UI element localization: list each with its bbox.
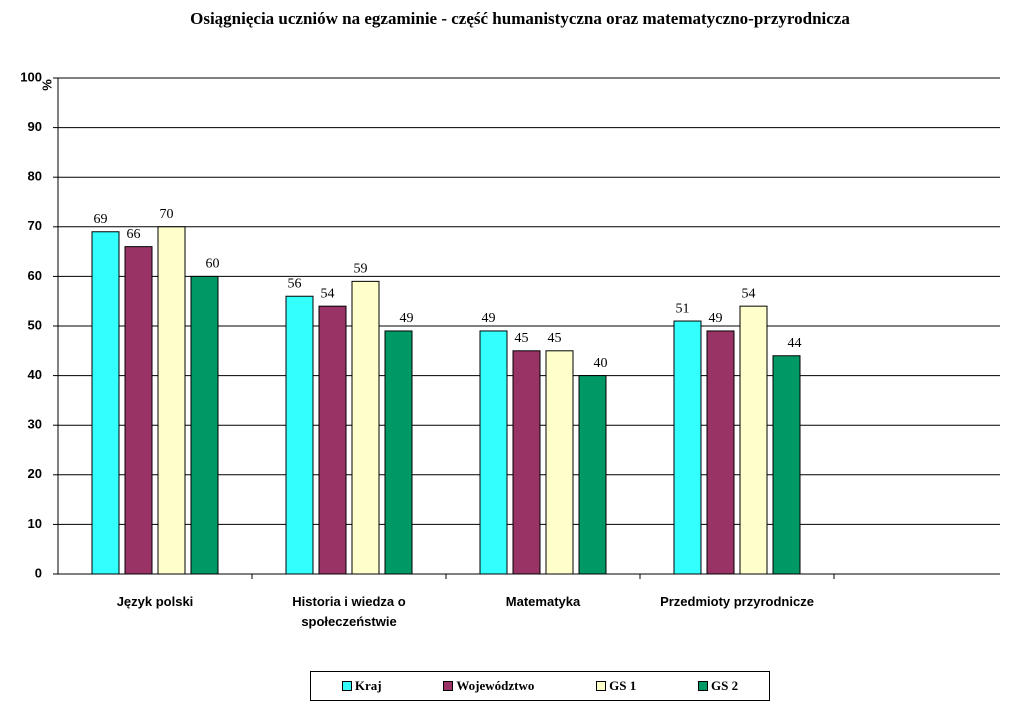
value-label: 69 — [94, 212, 108, 227]
legend: Kraj Województwo GS 1 GS 2 — [310, 671, 770, 701]
bar — [739, 305, 768, 575]
legend-swatch — [697, 681, 708, 691]
legend-label: Kraj — [354, 678, 382, 693]
bar — [351, 280, 380, 575]
value-label: 54 — [321, 286, 335, 301]
bar — [124, 246, 153, 575]
y-tick-label: 50 — [28, 317, 42, 332]
bar — [673, 320, 702, 575]
bar — [157, 226, 186, 575]
bar — [512, 350, 541, 575]
value-label: 49 — [709, 311, 723, 326]
value-label: 49 — [482, 311, 496, 326]
bar — [479, 330, 508, 575]
value-label: 56 — [288, 276, 302, 291]
legend-item: GS 2 — [697, 678, 739, 694]
y-tick-label: 90 — [28, 119, 42, 134]
value-label: 40 — [594, 356, 608, 371]
legend-item: Kraj — [341, 678, 382, 694]
value-label: 49 — [400, 311, 414, 326]
value-label: 45 — [515, 331, 529, 346]
value-label: 54 — [742, 286, 756, 301]
legend-label: GS 2 — [710, 678, 739, 693]
y-tick-label: 40 — [28, 367, 42, 382]
bar — [318, 305, 347, 575]
value-label: 44 — [788, 336, 802, 351]
bar — [190, 275, 219, 575]
y-tick-label: 20 — [28, 466, 42, 481]
legend-item: GS 1 — [596, 678, 636, 694]
y-tick-label: 10 — [28, 516, 42, 531]
value-label: 60 — [206, 257, 220, 272]
y-axis-label: % — [39, 79, 54, 91]
legend-swatch — [596, 681, 607, 691]
legend-item: Województwo — [443, 678, 534, 694]
bar — [545, 350, 574, 575]
value-label: 45 — [548, 331, 562, 346]
y-tick-label: 80 — [28, 169, 42, 184]
y-tick-label: 30 — [28, 417, 42, 432]
y-tick-label: 70 — [28, 218, 42, 233]
bar — [772, 355, 801, 575]
bar — [384, 330, 413, 575]
y-tick-label: 60 — [28, 268, 42, 283]
legend-swatch — [341, 681, 352, 691]
value-label: 59 — [354, 262, 368, 277]
y-tick-label: 100 — [20, 69, 42, 84]
x-tick-label: Matematyka — [505, 594, 581, 609]
legend-label: GS 1 — [609, 678, 637, 693]
bar — [285, 295, 314, 575]
legend-swatch — [443, 681, 454, 691]
y-tick-label: 0 — [35, 565, 42, 580]
bar — [578, 375, 607, 575]
chart-title: Osiągnięcia uczniów na egzaminie - część… — [190, 9, 850, 28]
bar — [91, 231, 120, 575]
legend-label: Województwo — [456, 678, 535, 693]
value-label: 66 — [127, 227, 141, 242]
value-label: 51 — [676, 301, 690, 316]
x-tick-label: Historia i wiedza o społeczeństwie — [292, 594, 406, 629]
bar — [706, 330, 735, 575]
x-tick-label: Język polski — [116, 594, 194, 609]
x-tick-label: Przedmioty przyrodnicze — [660, 594, 814, 609]
value-label: 70 — [160, 207, 174, 222]
